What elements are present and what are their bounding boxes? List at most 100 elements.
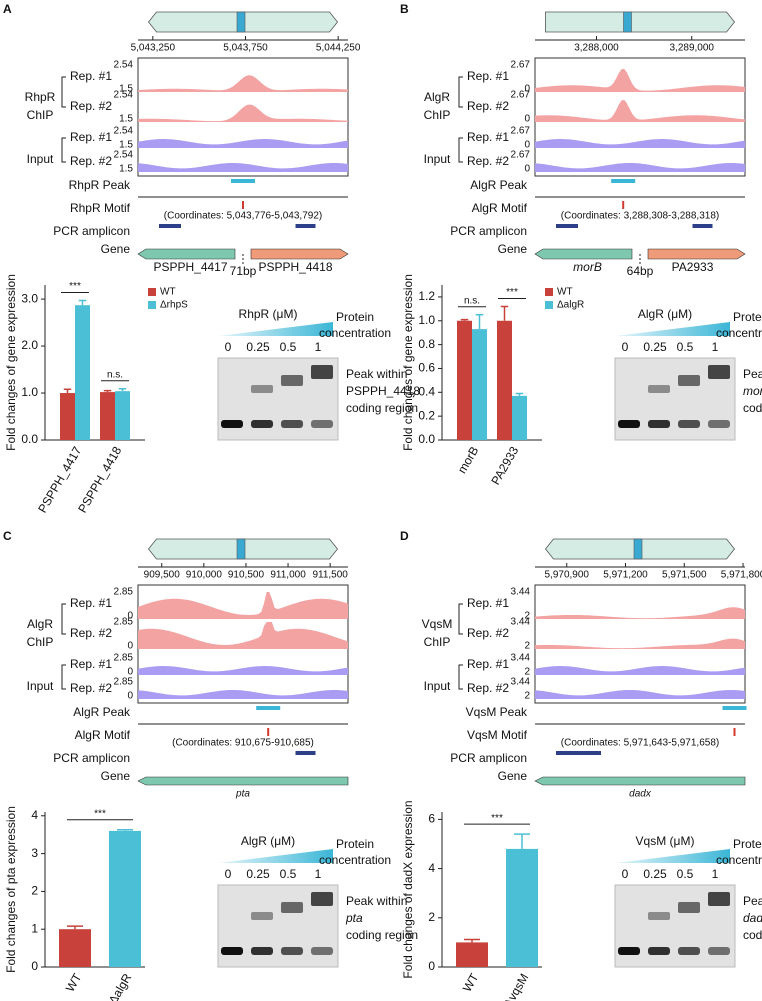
chip-signal [138,104,348,122]
replicate-label: Rep. #1 [70,69,112,83]
x-tick-label: WT [460,971,482,995]
emsa-concentration: 0.5 [280,340,297,354]
track-bracket [458,664,463,690]
legend-swatch [148,288,156,296]
scale-min: 0 [127,641,133,652]
bar [472,329,487,440]
legend-label: ΔalgR [557,300,584,311]
input-signal [138,163,348,172]
emsa-free-band [618,420,640,428]
error-bar [464,938,480,943]
emsa-caption: dadX [743,911,762,925]
bar [109,830,141,967]
emsa-protein-label: concentration [319,853,391,867]
emsa-shift-band [708,365,730,379]
pcr-amplicon [295,751,316,755]
pcr-amplicon [295,224,316,228]
scale-min: 0 [524,164,530,175]
bar [456,942,488,967]
row-label: PCR amplicon [450,224,527,238]
emsa-concentration: 0.25 [246,867,270,881]
scale-min: 0 [524,140,530,151]
emsa-shift-band [251,912,273,920]
bar [115,391,130,440]
peak-box [722,706,747,710]
error-bar [103,389,112,393]
emsa-free-band [281,420,303,428]
significance-label: *** [94,808,106,819]
track-bracket [61,76,66,108]
replicate-label: Rep. #1 [467,69,509,83]
gene-arrow [647,248,746,260]
emsa-concentration: 0 [225,867,232,881]
emsa-protein-label: Protein [733,310,762,324]
scale-min: 0 [127,667,133,678]
emsa-protein-label: Protein [336,837,374,851]
emsa-shift-band [311,892,333,906]
panel-label: A [3,2,12,16]
y-tick-label: 0.8 [418,337,435,351]
coord-tick-label: 910,000 [186,570,223,581]
emsa-caption: coding region [346,401,418,415]
row-label: Gene [498,769,528,783]
chip-signal [138,592,348,619]
emsa-concentration: 0 [225,340,232,354]
input-signal [535,163,745,172]
bar [75,305,90,440]
emsa-protein-label: Protein [733,837,762,851]
emsa-title: RhpR (μM) [239,307,298,321]
y-tick-label: 6 [428,812,435,826]
track-bracket [61,137,66,163]
motif-coordinates: (Coordinates: 5,971,643-5,971,658) [561,738,719,749]
gene-name: pta [235,789,250,800]
emsa-concentration: 1 [315,867,322,881]
y-tick-label: 0.4 [418,384,435,398]
concentration-gradient [615,322,730,336]
gene-arrow [250,248,349,260]
scale-min: 0 [127,691,133,702]
scale-max: 2.85 [114,587,134,598]
y-tick-label: 0.6 [418,361,435,375]
bar [100,392,115,440]
emsa-concentration: 0.25 [643,867,667,881]
error-bar [515,392,524,396]
concentration-gradient [218,849,333,863]
emsa-free-band [251,947,273,955]
y-tick-label: 1 [31,921,38,935]
x-tick-label: morB [455,444,481,476]
concentration-gradient [615,849,730,863]
error-bar [117,829,133,831]
emsa-free-band [251,420,273,428]
row-label: VqsM Peak [466,705,528,719]
scale-min: 1.5 [119,140,133,151]
bar [497,320,512,440]
y-axis-label: Fold changes of gene expression [4,274,18,451]
row-label: Gene [101,242,131,256]
emsa-concentration: 0.5 [677,867,694,881]
emsa-free-band [281,947,303,955]
y-tick-label: 0.0 [21,432,38,446]
bar [512,395,527,440]
row-label: Gene [101,769,131,783]
replicate-label: Rep. #1 [467,657,509,671]
input-signal [138,666,348,675]
pcr-amplicon [556,224,578,228]
emsa-free-band [311,420,333,428]
bar [60,393,75,440]
y-tick-label: 2 [428,910,435,924]
coord-tick-label: 911,500 [312,570,348,581]
gene-marker [633,538,643,560]
error-bar [500,305,509,321]
emsa-free-band [221,947,243,955]
legend-swatch [148,301,156,309]
emsa-shift-band [281,902,303,913]
error-bar [460,318,469,321]
row-label: Gene [498,242,528,256]
emsa-protein-label: concentration [716,853,762,867]
y-tick-label: 2 [31,884,38,898]
emsa-concentration: 1 [712,867,719,881]
track-group-label: AlgR [27,617,53,631]
bar [59,929,91,967]
y-tick-label: 0.0 [418,432,435,446]
x-tick-label: PA2933 [488,444,521,487]
